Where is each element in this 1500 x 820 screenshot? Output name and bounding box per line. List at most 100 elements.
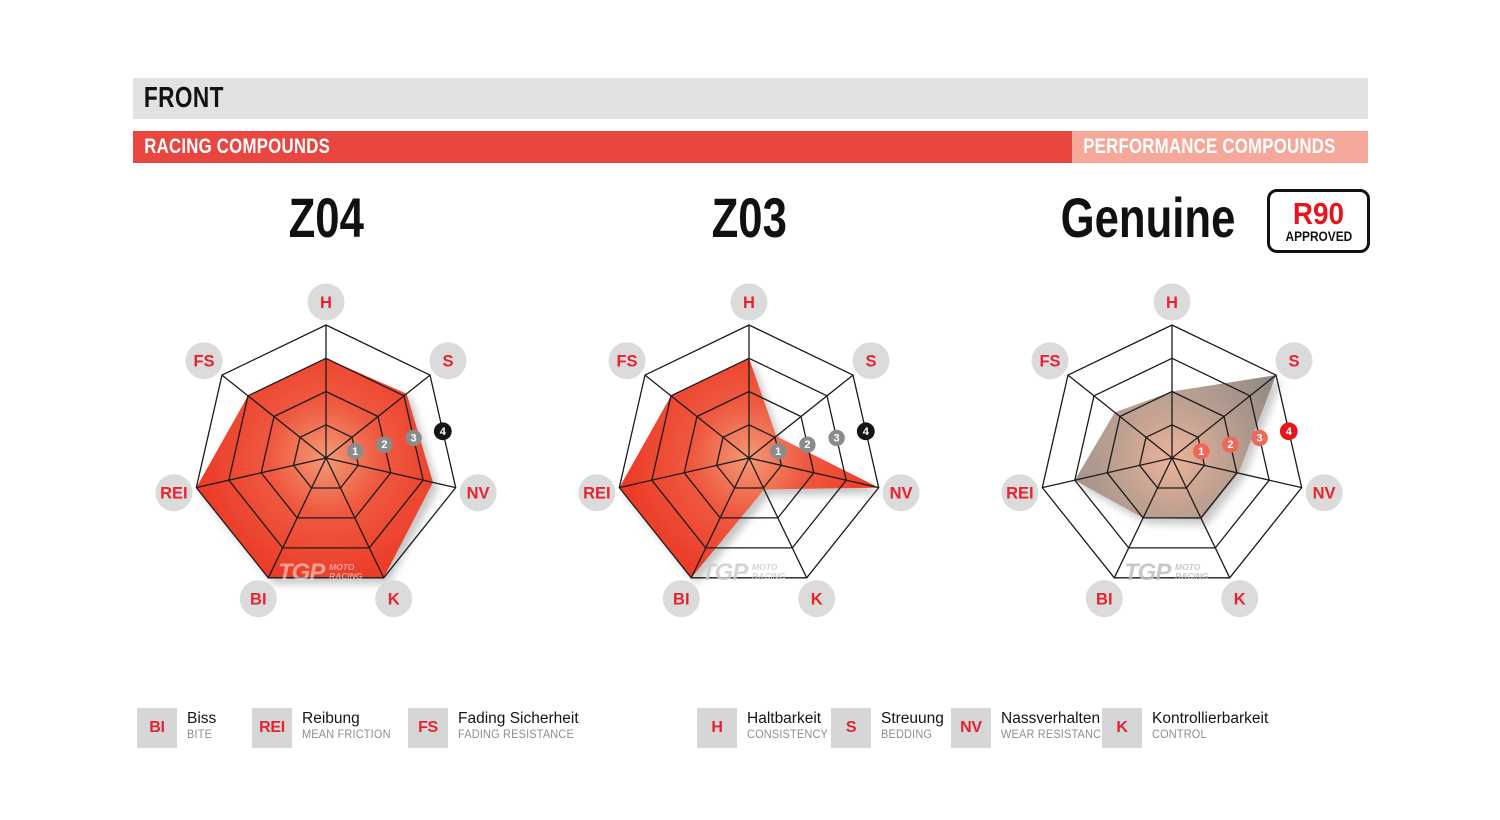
value-polygon bbox=[1074, 375, 1276, 520]
svg-text:2: 2 bbox=[381, 439, 387, 451]
legend-term-en: BEDDING bbox=[881, 729, 933, 741]
legend-abbr: S bbox=[831, 708, 871, 748]
front-header-bar: FRONT bbox=[133, 78, 1368, 119]
radar-chart-z03: 1 2 3 4 H S NV K BI bbox=[569, 280, 929, 664]
svg-text:REI: REI bbox=[160, 485, 188, 503]
svg-text:MOTO: MOTO bbox=[329, 562, 355, 572]
grid-spoke bbox=[619, 457, 750, 489]
svg-text:K: K bbox=[388, 591, 400, 609]
axis-label-S: S bbox=[1275, 342, 1313, 380]
legend-term-de: Streuung bbox=[881, 710, 944, 727]
grid-ring bbox=[260, 390, 392, 519]
svg-text:2: 2 bbox=[804, 439, 810, 451]
legend-abbr: NV bbox=[951, 708, 991, 748]
svg-text:S: S bbox=[442, 353, 453, 371]
svg-text:1: 1 bbox=[775, 446, 781, 458]
compound-title-z03: Z03 bbox=[711, 185, 787, 249]
axis-label-FS: FS bbox=[185, 342, 223, 380]
axis-label-H: H bbox=[730, 283, 768, 321]
svg-text:H: H bbox=[1166, 294, 1178, 312]
axis-label-REI: REI bbox=[1001, 474, 1039, 512]
axis-label-REI: REI bbox=[578, 474, 616, 512]
legend-abbr: H bbox=[697, 708, 737, 748]
grid-spoke bbox=[196, 457, 327, 489]
badge-approved: APPROVED bbox=[1285, 228, 1352, 244]
scale-marker-2: 2 bbox=[799, 436, 816, 453]
svg-text:4: 4 bbox=[863, 426, 870, 438]
svg-text:REI: REI bbox=[1006, 485, 1034, 503]
scale-marker-1: 1 bbox=[770, 443, 787, 460]
axis-label-NV: NV bbox=[1305, 474, 1343, 512]
legend-term-de: Reibung bbox=[302, 710, 360, 727]
grid-ring bbox=[683, 390, 815, 519]
grid-spoke bbox=[644, 374, 750, 459]
svg-text:TGP: TGP bbox=[701, 559, 749, 586]
grid-ring bbox=[618, 324, 880, 579]
grid-spoke bbox=[1113, 457, 1173, 579]
grid-ring bbox=[292, 424, 360, 489]
scale-marker-4: 4 bbox=[856, 422, 875, 441]
value-polygon bbox=[619, 358, 879, 578]
racing-compounds-band: RACING COMPOUNDS bbox=[133, 131, 1072, 163]
scale-marker-4: 4 bbox=[433, 422, 452, 441]
grid-ring bbox=[1106, 390, 1238, 519]
svg-text:RACING: RACING bbox=[329, 571, 363, 581]
svg-text:TGP: TGP bbox=[1124, 559, 1172, 586]
svg-text:3: 3 bbox=[411, 433, 417, 445]
legend-term-en: CONSISTENCY bbox=[747, 729, 829, 741]
svg-text:H: H bbox=[320, 294, 332, 312]
racing-compounds-label: RACING COMPOUNDS bbox=[144, 135, 331, 158]
grid-spoke bbox=[325, 374, 431, 459]
grid-spoke bbox=[1042, 457, 1173, 489]
grid-spoke bbox=[748, 374, 854, 459]
grid-spoke bbox=[748, 457, 879, 489]
grid-spoke bbox=[1171, 457, 1231, 579]
compound-title-genuine: Genuine bbox=[1060, 185, 1236, 249]
scale-marker-1: 1 bbox=[1193, 443, 1210, 460]
grid-spoke bbox=[1171, 457, 1302, 489]
svg-text:NV: NV bbox=[467, 485, 490, 503]
compound-title-z04: Z04 bbox=[288, 185, 364, 249]
svg-text:FS: FS bbox=[193, 353, 214, 371]
grid-spoke bbox=[748, 457, 808, 579]
svg-text:K: K bbox=[1234, 591, 1246, 609]
legend-term-de: Fading Sicherheit bbox=[458, 710, 579, 727]
scale-marker-3: 3 bbox=[828, 429, 845, 447]
grid-spoke bbox=[1171, 374, 1277, 459]
scale-marker-1: 1 bbox=[347, 443, 364, 460]
axis-label-BI: BI bbox=[662, 580, 700, 618]
svg-text:4: 4 bbox=[440, 426, 447, 438]
axis-label-BI: BI bbox=[239, 580, 277, 618]
grid-ring bbox=[1041, 324, 1303, 579]
svg-text:S: S bbox=[865, 353, 876, 371]
svg-text:TGP: TGP bbox=[278, 559, 326, 586]
r90-approved-badge: R90 APPROVED bbox=[1267, 189, 1370, 253]
performance-compounds-band: PERFORMANCE COMPOUNDS bbox=[1072, 131, 1368, 163]
legend-abbr: K bbox=[1102, 708, 1142, 748]
svg-text:BI: BI bbox=[250, 591, 266, 609]
axis-label-NV: NV bbox=[459, 474, 497, 512]
legend-abbr: REI bbox=[252, 708, 292, 748]
legend-term-en: BITE bbox=[187, 729, 213, 741]
svg-text:3: 3 bbox=[834, 433, 840, 445]
badge-r90: R90 bbox=[1292, 195, 1345, 231]
axis-label-K: K bbox=[798, 580, 836, 618]
scale-marker-3: 3 bbox=[1251, 429, 1268, 447]
tgp-watermark: TGP MOTO RACING bbox=[701, 559, 786, 586]
svg-text:RACING: RACING bbox=[752, 571, 786, 581]
axis-label-FS: FS bbox=[608, 342, 646, 380]
grid-spoke bbox=[1067, 374, 1173, 459]
svg-text:4: 4 bbox=[1286, 426, 1293, 438]
grid-ring bbox=[651, 357, 847, 549]
performance-compounds-label: PERFORMANCE COMPOUNDS bbox=[1083, 135, 1336, 158]
svg-text:NV: NV bbox=[890, 485, 913, 503]
svg-text:1: 1 bbox=[1198, 446, 1204, 458]
grid-spoke bbox=[690, 457, 750, 579]
svg-text:RACING: RACING bbox=[1175, 571, 1209, 581]
scale-marker-4: 4 bbox=[1279, 422, 1298, 441]
axis-label-REI: REI bbox=[155, 474, 193, 512]
legend-term-de: Biss bbox=[187, 710, 217, 727]
svg-text:K: K bbox=[811, 591, 823, 609]
svg-text:1: 1 bbox=[352, 446, 358, 458]
svg-text:MOTO: MOTO bbox=[1175, 562, 1201, 572]
